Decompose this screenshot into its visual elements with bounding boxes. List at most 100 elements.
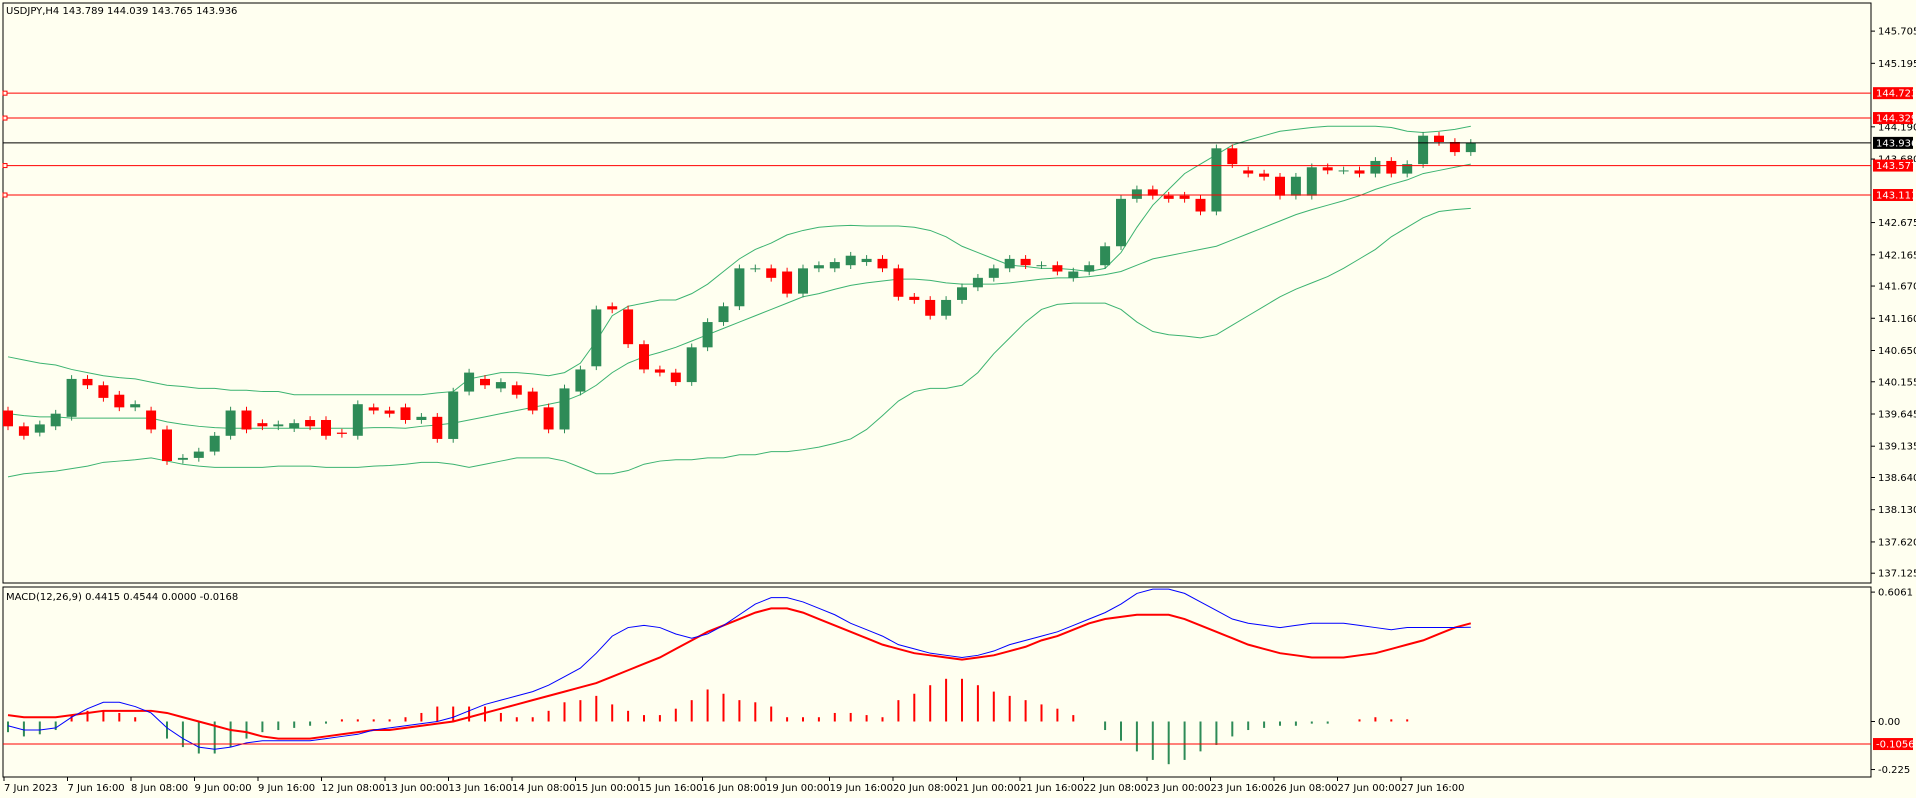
price-tick-label: 137.620 (1878, 537, 1916, 548)
candle-bear (146, 410, 157, 430)
price-axis: 145.705145.195144.190143.680142.675142.1… (1871, 27, 1916, 580)
price-tick-label: 145.195 (1878, 59, 1916, 70)
time-tick-label: 14 Jun 08:00 (512, 783, 576, 794)
macd-signal-line (7, 607, 1472, 740)
candle-bear (1386, 160, 1397, 174)
price-level-tag (1873, 87, 1913, 100)
price-level-handle (2, 163, 8, 169)
time-tick-label: 21 Jun 16:00 (1020, 783, 1084, 794)
candle-bull (798, 268, 808, 294)
candle-bear (241, 410, 252, 430)
time-tick-label: 12 Jun 08:00 (322, 783, 386, 794)
candle-bull (718, 306, 729, 323)
current-price-tag (1873, 136, 1913, 149)
candle-bull (941, 299, 952, 316)
time-tick-label: 9 Jun 16:00 (258, 783, 315, 794)
candle-bull (273, 424, 284, 427)
candle-bear (1259, 173, 1270, 177)
macd-tick-label: -0.225 (1878, 765, 1910, 776)
bollinger-middle-line (7, 163, 1471, 429)
price-level-label: 144.329 (1876, 114, 1916, 125)
candle-bear (654, 369, 665, 373)
candle-bull (1402, 164, 1413, 174)
candle-bull (1306, 167, 1317, 196)
candle-bear (480, 378, 490, 386)
candle-bear (114, 394, 125, 408)
time-tick-label: 15 Jun 00:00 (576, 783, 640, 794)
candle-bear (893, 268, 904, 297)
candle-bear (1052, 265, 1063, 272)
horizontal-price-lines[interactable]: 144.723 144.329 143.577 143.111 143.936 (2, 87, 1916, 202)
candle-bear (82, 378, 93, 386)
candle-bear (639, 344, 649, 370)
candle-bear (1163, 195, 1174, 199)
macd-tick-label: 0.00 (1878, 717, 1900, 728)
time-tick-label: 13 Jun 00:00 (385, 783, 449, 794)
candle-bear (1275, 176, 1285, 196)
candle-bear (607, 306, 618, 310)
candle-bear (1147, 189, 1158, 196)
candle-bull (1004, 258, 1015, 269)
candle-bull (464, 372, 475, 392)
candle-bear (1354, 170, 1365, 174)
candle-bear (877, 258, 888, 269)
price-panel-frame (2, 2, 1872, 584)
candle-bull (972, 277, 983, 288)
candle-bull (130, 404, 141, 408)
candle-bear (1227, 148, 1238, 165)
bollinger-bands (7, 125, 1471, 478)
candle-bull (1465, 142, 1476, 153)
candle-bull (734, 268, 745, 307)
candle-bear (1020, 258, 1031, 266)
candle-bull (1036, 265, 1047, 267)
time-tick-label: 27 Jun 16:00 (1401, 783, 1465, 794)
candle-bear (1195, 198, 1206, 212)
time-tick-label: 23 Jun 16:00 (1211, 783, 1275, 794)
candle-bear (766, 268, 777, 278)
candle-bull (225, 410, 236, 436)
candle-bear (162, 429, 172, 462)
price-tick-label: 141.670 (1878, 282, 1916, 293)
candle-bull (861, 258, 872, 263)
candle-bear (1243, 170, 1254, 174)
price-level-tag (1873, 112, 1913, 125)
candle-bull (34, 424, 45, 433)
price-level-handle (2, 90, 8, 96)
macd-level-line[interactable]: -0.1056 (3, 738, 1915, 751)
candle-bull (1338, 170, 1349, 172)
candle-bull (1290, 176, 1301, 196)
candle-bear (623, 309, 634, 345)
candle-bear (368, 407, 379, 411)
candle-bear (925, 299, 936, 316)
macd-histogram (7, 678, 1409, 765)
price-panel-label: USDJPY,H4 143.789 144.039 143.765 143.93… (6, 6, 237, 17)
candle-bear (782, 271, 793, 294)
time-tick-label: 9 Jun 00:00 (195, 783, 252, 794)
candle-bear (400, 407, 411, 420)
price-tick-label: 141.160 (1878, 314, 1916, 325)
macd-lines (7, 588, 1472, 750)
candle-bear (909, 296, 920, 300)
candle-bull (686, 347, 697, 383)
bollinger-lower-line (7, 207, 1471, 478)
price-tick-label: 137.125 (1878, 569, 1916, 580)
candle-bull (193, 451, 204, 458)
price-tick-label: 142.165 (1878, 250, 1916, 261)
candle-bull (416, 416, 427, 420)
price-tick-label: 138.640 (1878, 473, 1916, 484)
candle-bull (448, 391, 459, 439)
candle-bull (829, 262, 840, 269)
candle-bear (98, 385, 109, 398)
candle-bull (209, 435, 220, 452)
price-level-label: 143.111 (1876, 191, 1916, 202)
macd-panel-label: MACD(12,26,9) 0.4415 0.4544 0.0000 -0.01… (6, 592, 238, 603)
time-tick-label: 26 Jun 08:00 (1274, 783, 1338, 794)
time-tick-label: 7 Jun 16:00 (68, 783, 125, 794)
candle-bull (177, 457, 188, 460)
candle-bull (1211, 148, 1222, 212)
candle-bear (1322, 167, 1333, 171)
time-tick-label: 27 Jun 00:00 (1338, 783, 1402, 794)
candle-bull (591, 309, 602, 367)
